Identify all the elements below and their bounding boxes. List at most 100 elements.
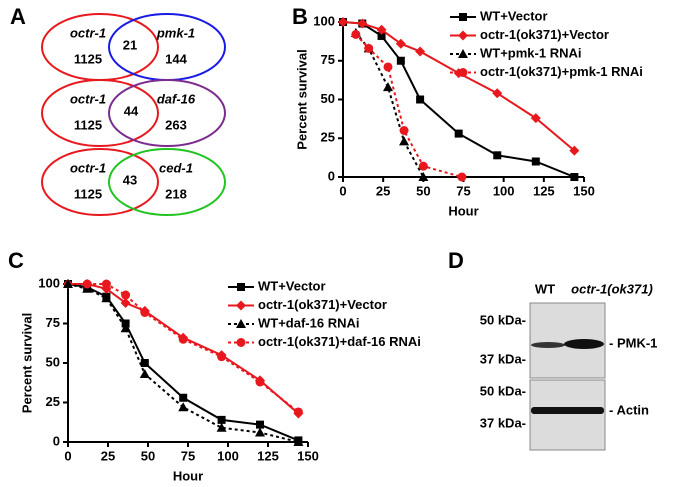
legend-label: WT+Vector [258,278,326,293]
y-tick-label: 25 [321,130,335,145]
marker [382,82,393,92]
legend-marker [236,300,246,311]
marker [454,129,463,138]
x-tick-label: 100 [493,183,515,198]
venn-count: 1125 [74,51,102,66]
venn-overlap: 43 [123,172,137,187]
marker [493,151,502,160]
legend-marker [458,49,468,58]
marker [255,427,265,437]
marker [293,437,304,446]
x-axis-label: Hour [173,468,203,483]
lane-label: WT [535,281,555,296]
x-tick-label: 150 [297,448,319,463]
marker [396,56,405,65]
venn-3: octr-1 1125 43 ced-1 218 [41,148,226,216]
x-tick-label: 150 [573,183,595,198]
venn-circle [41,13,159,81]
y-tick-label: 0 [328,168,335,183]
marker-label: 37 kDa- [480,351,526,366]
marker [82,279,92,289]
panel-label: D [448,248,464,273]
marker [376,24,387,35]
y-tick-label: 100 [38,275,60,290]
marker [293,407,303,417]
marker [121,290,131,300]
x-tick-label: 75 [456,183,470,198]
band [531,342,565,348]
venn-label: octr-1 [70,25,106,40]
marker [377,31,386,40]
marker [399,126,409,135]
marker [255,377,265,387]
legend-label: octr-1(ok371)+pmk-1 RNAi [480,64,643,79]
x-tick-label: 0 [64,448,71,463]
x-tick-label: 125 [533,183,555,198]
western-blot: WT octr-1(ok371) 50 kDa- 37 kDa- 50 kDa-… [480,281,657,451]
x-tick-label: 75 [181,448,195,463]
marker [179,393,188,402]
marker [140,307,150,317]
legend-marker [236,338,246,347]
marker [399,136,410,146]
venn-label: octr-1 [70,160,106,175]
x-tick-label: 125 [257,448,279,463]
marker [101,279,111,289]
x-axis-label: Hour [448,203,478,218]
series-line [87,283,300,413]
legend-label: WT+Vector [480,8,548,23]
marker [217,352,227,362]
y-tick-label: 75 [321,52,335,67]
marker [217,415,226,424]
marker [416,95,425,104]
marker [395,38,406,49]
marker-label: 50 kDa- [480,383,526,398]
venn-1: octr-1 1125 21 pmk-1 144 [41,13,226,81]
venn-count: 144 [165,51,187,66]
legend-marker [237,283,245,291]
y-tick-label: 0 [53,433,60,448]
marker [140,359,149,367]
venn-circle [41,79,159,147]
marker [415,46,426,57]
marker [569,145,580,156]
venn-overlap: 44 [124,103,139,118]
marker [216,422,227,432]
marker [178,402,189,412]
x-tick-label: 0 [339,183,346,198]
legend-marker [459,13,467,21]
venn-label: octr-1 [70,91,106,106]
lane-label: octr-1(ok371) [571,281,653,296]
legend-marker [458,68,468,77]
marker [570,173,579,181]
panel-label: C [8,248,24,273]
marker [418,161,428,171]
marker [383,62,393,72]
legend-label: octr-1(ok371)+Vector [480,27,609,42]
x-tick-label: 25 [101,448,115,463]
venn-label: daf-16 [157,91,196,106]
venn-count: 263 [165,117,187,132]
marker [256,420,264,429]
x-tick-label: 25 [376,183,390,198]
legend-label: octr-1(ok371)+Vector [258,297,387,312]
marker [338,17,348,27]
band-label: - Actin [609,402,649,417]
blot-panel [529,379,606,451]
venn-2: octr-1 1125 44 daf-16 263 [41,79,226,147]
series-line [355,32,425,178]
marker [139,369,150,379]
legend-label: WT+pmk-1 RNAi [480,45,581,60]
legend-label: WT+daf-16 RNAi [258,315,359,330]
legend-label: octr-1(ok371)+daf-16 RNAi [258,334,421,349]
marker [178,334,188,344]
venn-circle [108,148,226,216]
venn-count: 1125 [74,117,102,132]
marker [101,293,112,303]
venn-label: ced-1 [159,160,193,175]
series-line [355,33,463,178]
x-tick-label: 50 [416,183,430,198]
venn-circle [108,79,226,147]
x-tick-label: 100 [217,448,239,463]
marker [418,172,429,181]
